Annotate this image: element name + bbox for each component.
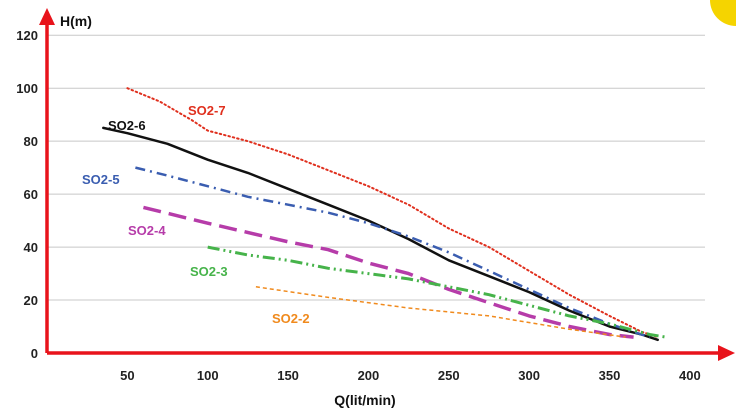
axes (39, 8, 735, 361)
series-line-so2-3 (207, 245, 667, 339)
series-label-so2-5: SO2-5 (82, 172, 120, 187)
x-tick-label: 300 (518, 368, 540, 383)
x-axis-arrowhead (718, 345, 735, 361)
x-tick-label: 250 (438, 368, 460, 383)
series-label-so2-3: SO2-3 (190, 264, 228, 279)
y-tick-label: 0 (31, 346, 38, 361)
series-line-so2-7 (126, 87, 659, 339)
y-axis-arrowhead (39, 8, 55, 25)
series-line-so2-4 (142, 205, 634, 339)
x-tick-label: 200 (358, 368, 380, 383)
x-axis-label: Q(lit/min) (334, 392, 395, 408)
y-axis-label: H(m) (60, 13, 92, 29)
tick-labels: 0 20 40 60 80 100 120 50 100 150 200 250 300 350 400 (16, 28, 700, 383)
y-tick-label: 20 (24, 293, 38, 308)
x-tick-label: 50 (120, 368, 134, 383)
corner-yellow-circle (710, 0, 736, 26)
y-tick-label: 120 (16, 28, 38, 43)
series-labels: SO2-7 SO2-6 SO2-5 SO2-4 SO2-3 SO2-2 (82, 103, 310, 326)
series-line-so2-2 (255, 286, 626, 338)
series-label-so2-2: SO2-2 (272, 311, 310, 326)
y-tick-label: 100 (16, 81, 38, 96)
gridlines (47, 34, 705, 301)
x-tick-label: 100 (197, 368, 219, 383)
x-tick-label: 400 (679, 368, 701, 383)
y-tick-label: 60 (24, 187, 38, 202)
y-tick-label: 40 (24, 240, 38, 255)
y-tick-label: 80 (24, 134, 38, 149)
series-line-so2-5 (135, 166, 651, 339)
series-label-so2-4: SO2-4 (128, 223, 166, 238)
x-tick-label: 350 (599, 368, 621, 383)
x-tick-label: 150 (277, 368, 299, 383)
series-lines (102, 87, 667, 342)
series-label-so2-6: SO2-6 (108, 118, 146, 133)
series-line-so2-6 (102, 126, 659, 342)
series-label-so2-7: SO2-7 (188, 103, 226, 118)
